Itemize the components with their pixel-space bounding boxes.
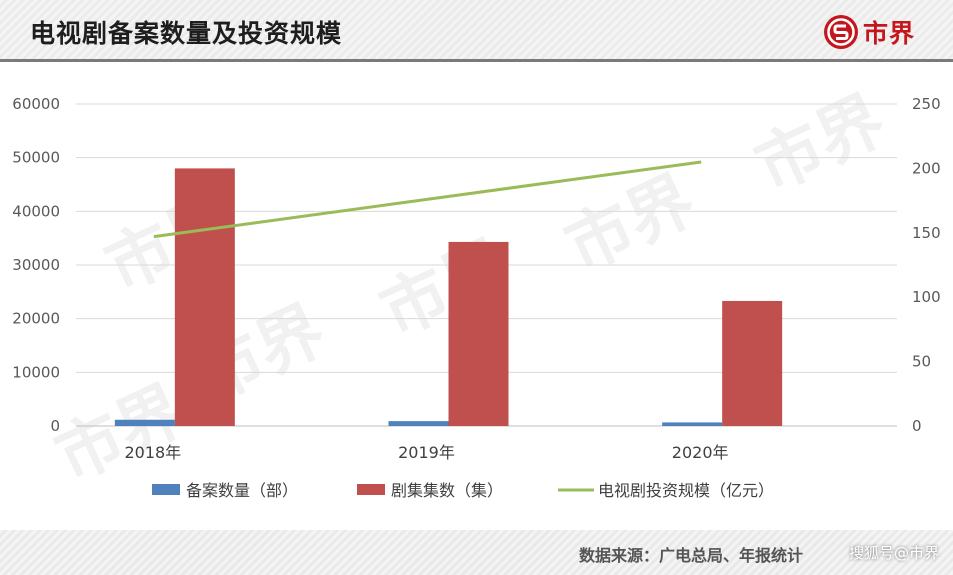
x-tick-label: 2020年 [672, 443, 729, 462]
watermark-text: 市界 [44, 371, 196, 497]
line-series [153, 160, 702, 239]
header-bar: 电视剧备案数量及投资规模 市界 [0, 0, 953, 62]
x-tick-label: 2019年 [398, 443, 455, 462]
watermark-text: 市界 [744, 81, 896, 207]
y-right-tick-label: 50 [912, 353, 931, 371]
y-axis-left: 0 10000 20000 30000 40000 50000 60000 [12, 95, 60, 435]
bar-filings [662, 422, 723, 426]
y-right-tick-label: 150 [912, 224, 941, 242]
y-right-tick-label: 200 [912, 159, 941, 177]
legend-label: 剧集集数（集） [391, 481, 503, 500]
bars [114, 168, 783, 426]
x-tick-label: 2018年 [124, 443, 181, 462]
bar-filings [114, 419, 175, 426]
legend-swatch [152, 484, 180, 495]
y-left-tick-label: 0 [50, 417, 60, 435]
brand-logo: 市界 [823, 14, 915, 50]
page-title: 电视剧备案数量及投资规模 [30, 19, 343, 48]
brand-name: 市界 [862, 19, 915, 48]
legend: 备案数量（部） 剧集集数（集） 电视剧投资规模（亿元） [152, 481, 774, 500]
y-left-tick-label: 30000 [12, 256, 60, 274]
footer-watermark: 搜狐号@市界 [848, 544, 939, 562]
x-axis: 2018年 2019年 2020年 [124, 443, 728, 462]
brand-mark-icon [823, 15, 858, 49]
source-note: 数据来源：广电总局、年报统计 [578, 546, 803, 565]
bar-episodes [448, 241, 509, 426]
y-axis-right: 0 50 100 150 200 250 [912, 95, 941, 435]
bar-episodes [174, 168, 235, 426]
legend-swatch [357, 484, 385, 495]
bar-episodes [722, 300, 783, 426]
y-right-tick-label: 100 [912, 288, 941, 306]
y-left-tick-label: 20000 [12, 310, 60, 328]
y-right-tick-label: 0 [912, 417, 922, 435]
line-investment [153, 160, 702, 239]
y-left-tick-label: 60000 [12, 95, 60, 113]
y-right-tick-label: 250 [912, 95, 941, 113]
y-left-tick-label: 10000 [12, 363, 60, 381]
y-left-tick-label: 50000 [12, 149, 60, 167]
y-left-tick-label: 40000 [12, 202, 60, 220]
legend-label: 备案数量（部） [186, 481, 298, 500]
legend-label: 电视剧投资规模（亿元） [598, 481, 774, 500]
footer-bar: 数据来源：广电总局、年报统计 搜狐号@市界 [0, 530, 953, 575]
bar-filings [388, 421, 449, 426]
